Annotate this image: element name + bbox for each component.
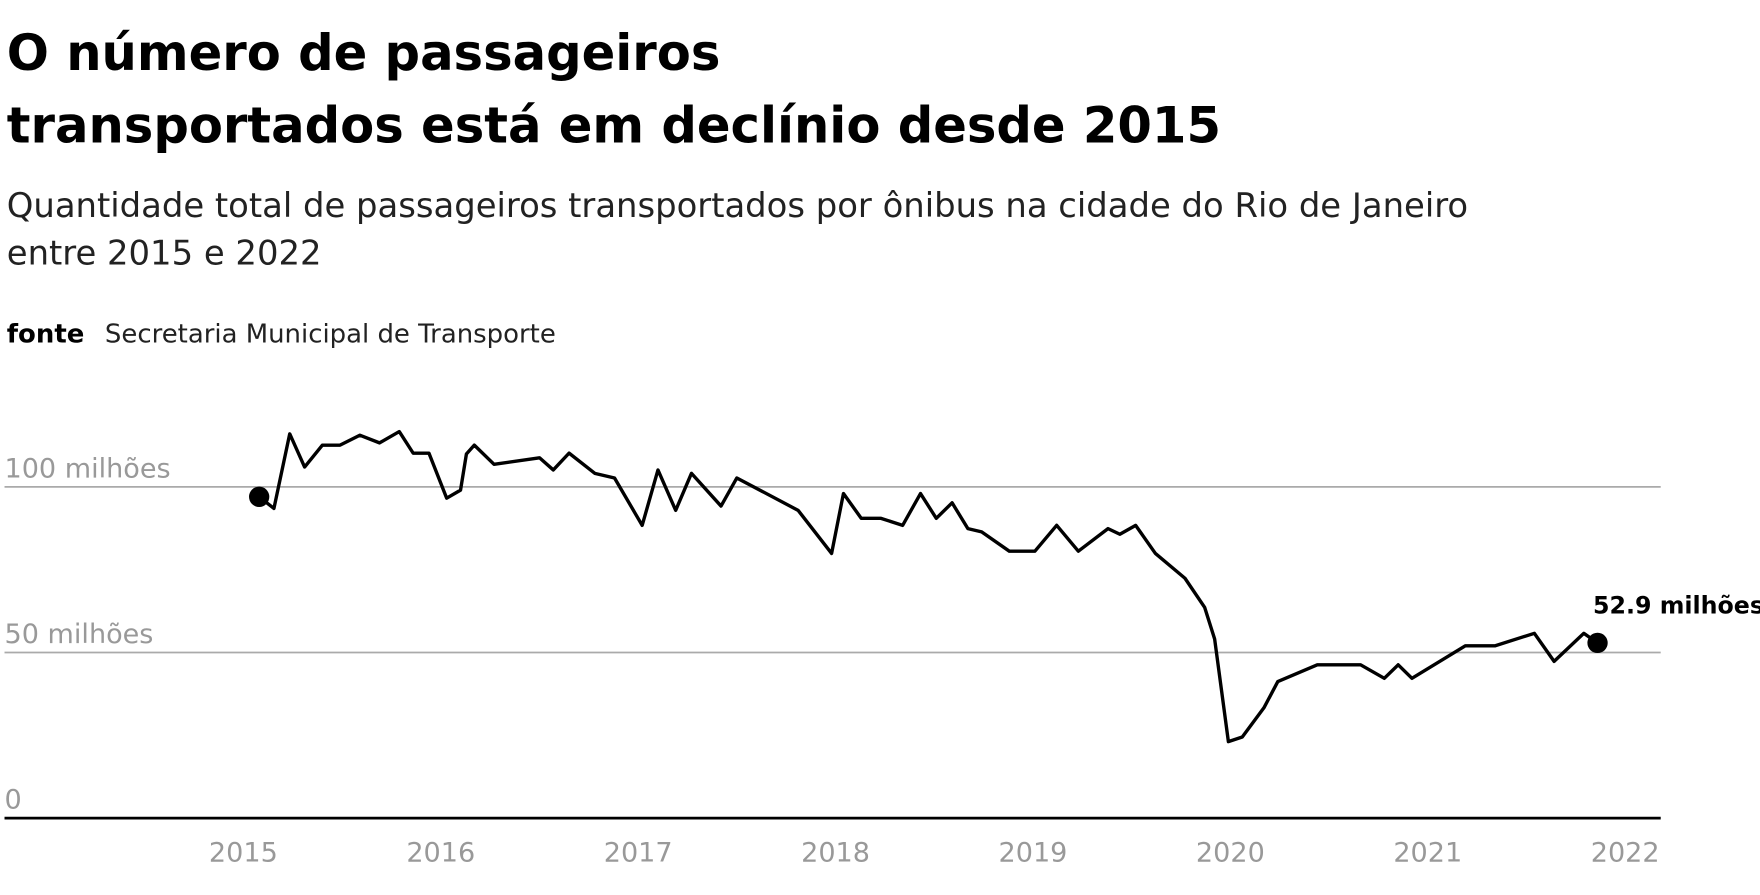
x-tick-label: 2015 (209, 838, 278, 869)
x-tick-label: 2022 (1591, 838, 1660, 869)
end-label: 52.9 milhões (1593, 591, 1760, 619)
chart-subtitle: entre 2015 e 2022 (7, 234, 322, 273)
x-tick-label: 2016 (406, 838, 475, 869)
x-tick-label: 2019 (999, 838, 1068, 869)
y-tick-label: 100 milhões (5, 453, 171, 484)
y-tick-label: 50 milhões (5, 619, 154, 650)
source-text: Secretaria Municipal de Transporte (105, 320, 556, 350)
end-point (249, 486, 270, 507)
y-tick-label: 0 (5, 785, 22, 816)
x-tick-label: 2018 (801, 838, 870, 869)
series-line (258, 429, 1599, 744)
chart-title: O número de passageiros (7, 24, 721, 82)
source-label: fonte (7, 320, 85, 350)
chart-subtitle: Quantidade total de passageiros transpor… (7, 186, 1468, 225)
x-tick-label: 2017 (604, 838, 673, 869)
x-tick-label: 2021 (1393, 838, 1462, 869)
end-point (1587, 632, 1608, 654)
chart-title: transportados está em declínio desde 201… (7, 96, 1221, 154)
x-tick-label: 2020 (1196, 838, 1265, 869)
